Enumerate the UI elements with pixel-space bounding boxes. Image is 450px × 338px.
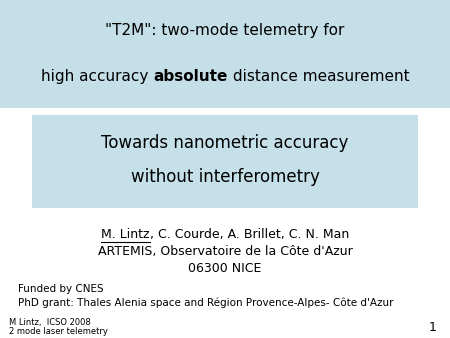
Text: Towards nanometric accuracy: Towards nanometric accuracy [101, 134, 349, 152]
Text: PhD grant: Thales Alenia space and Région Provence-Alpes- Côte d'Azur: PhD grant: Thales Alenia space and Régio… [18, 297, 393, 308]
Bar [32, 115, 419, 208]
Text: M Lintz,  ICSO 2008: M Lintz, ICSO 2008 [9, 318, 91, 327]
Text: ARTEMIS, Observatoire de la Côte d'Azur: ARTEMIS, Observatoire de la Côte d'Azur [98, 245, 352, 258]
Text: high accuracy: high accuracy [41, 69, 153, 83]
Text: without interferometry: without interferometry [130, 168, 320, 186]
Text: 1: 1 [428, 321, 436, 334]
Bar [0, 0, 450, 108]
Text: absolute: absolute [153, 69, 228, 83]
Text: , C. Courde, A. Brillet, C. N. Man: , C. Courde, A. Brillet, C. N. Man [149, 228, 349, 241]
Text: "T2M": two-mode telemetry for: "T2M": two-mode telemetry for [105, 23, 345, 38]
Text: 2 mode laser telemetry: 2 mode laser telemetry [9, 328, 108, 336]
Text: M. Lintz: M. Lintz [101, 228, 149, 241]
Text: 06300 NICE: 06300 NICE [188, 262, 262, 275]
Text: Funded by CNES: Funded by CNES [18, 284, 104, 294]
Text: distance measurement: distance measurement [228, 69, 409, 83]
